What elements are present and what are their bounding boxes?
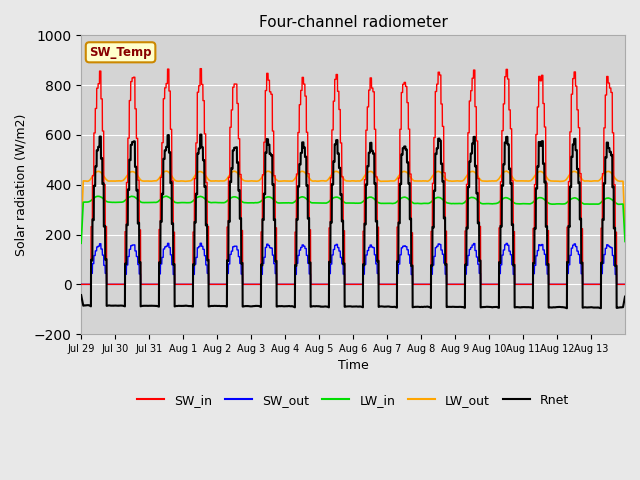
Legend: SW_in, SW_out, LW_in, LW_out, Rnet: SW_in, SW_out, LW_in, LW_out, Rnet [132,389,574,411]
Text: SW_Temp: SW_Temp [90,46,152,59]
Y-axis label: Solar radiation (W/m2): Solar radiation (W/m2) [15,114,28,256]
X-axis label: Time: Time [338,360,369,372]
Title: Four-channel radiometer: Four-channel radiometer [259,15,447,30]
